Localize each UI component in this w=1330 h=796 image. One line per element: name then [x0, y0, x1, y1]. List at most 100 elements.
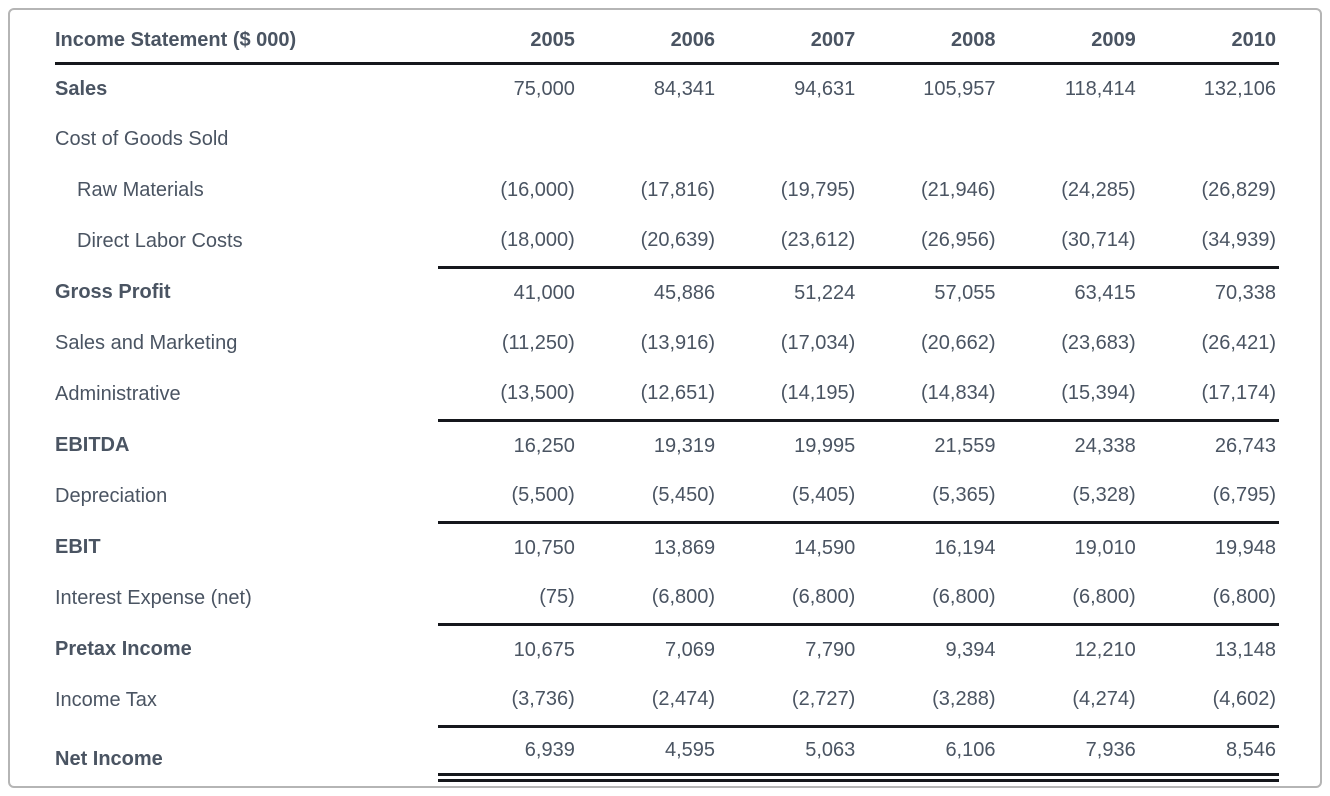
value-cell: (34,939) [1138, 216, 1279, 269]
value-cell: 16,250 [513, 434, 575, 457]
value-cell: 63,415 [1074, 281, 1136, 304]
value-cell: 24,338 [1074, 434, 1136, 457]
income-statement-table: Income Statement ($ 000) 2005 2006 2007 200… [55, 19, 1279, 782]
row-label: EBITDA [55, 434, 130, 456]
value-cell: (17,174) [1138, 369, 1279, 422]
value-cell: (3,736) [437, 675, 578, 728]
table-row: Cost of Goods Sold [55, 114, 1279, 165]
value-cell: 21,559 [934, 434, 996, 457]
value-cell: 94,631 [794, 77, 856, 100]
value-cell: (30,714) [998, 216, 1139, 269]
value-cell: (16,000) [500, 179, 575, 201]
row-label: Raw Materials [77, 179, 204, 201]
value-cell: (14,195) [718, 369, 859, 422]
value-cell: 41,000 [513, 281, 575, 304]
value-cell: 51,224 [794, 281, 856, 304]
table-row: Income Tax (3,736) (2,474) (2,727) (3,288) (4… [55, 675, 1279, 728]
row-label: Sales and Marketing [55, 332, 238, 354]
value-cell: 70,338 [1214, 281, 1276, 304]
row-label: Interest Expense (net) [55, 587, 252, 609]
value-cell: (20,662) [921, 332, 996, 354]
value-cell: (23,612) [718, 216, 859, 269]
row-label: Gross Profit [55, 281, 171, 303]
value-cell: 16,194 [934, 536, 996, 559]
value-cell [858, 114, 998, 165]
table-row: Sales 75,000 84,341 94,631 105,957 118,414 132… [55, 63, 1279, 114]
row-label: Sales [55, 77, 108, 100]
value-cell: (5,328) [998, 471, 1139, 524]
value-cell: 7,069 [665, 638, 716, 661]
value-cell: (13,500) [437, 369, 578, 422]
value-cell: 57,055 [934, 281, 996, 304]
value-cell: (26,829) [1201, 179, 1277, 201]
year-header: 2010 [1138, 19, 1279, 65]
row-label: Depreciation [55, 485, 168, 507]
table-row: Gross Profit 41,000 45,886 51,224 57,055 63,4… [55, 267, 1279, 318]
value-cell: (5,405) [718, 471, 859, 524]
document-page: Income Statement ($ 000) 2005 2006 2007 200… [8, 8, 1322, 788]
row-label: Direct Labor Costs [77, 230, 243, 252]
row-label: Pretax Income [55, 638, 192, 660]
value-cell: 10,675 [513, 638, 575, 661]
value-cell: 105,957 [923, 77, 996, 100]
row-label: EBIT [55, 536, 101, 558]
value-cell: (6,800) [1138, 573, 1279, 626]
value-cell: 7,936 [998, 726, 1139, 782]
value-cell: (6,800) [858, 573, 999, 626]
value-cell: 84,341 [653, 77, 716, 100]
value-cell: (6,800) [718, 573, 859, 626]
value-cell: (2,474) [577, 675, 719, 728]
value-cell: 8,546 [1138, 726, 1279, 782]
year-header: 2007 [718, 19, 859, 65]
value-cell [578, 114, 718, 165]
header-row: Income Statement ($ 000) 2005 2006 2007 200… [55, 19, 1279, 65]
value-cell: 19,010 [1074, 536, 1136, 559]
value-cell: 19,948 [1214, 536, 1276, 559]
year-header: 2005 [437, 19, 578, 65]
value-cell: (4,602) [1138, 675, 1279, 728]
table-body: Sales 75,000 84,341 94,631 105,957 118,414 132… [55, 63, 1279, 782]
value-cell: (2,727) [718, 675, 859, 728]
value-cell: 6,106 [858, 726, 999, 782]
table-row: Sales and Marketing (11,250) (13,916) (17,0… [55, 318, 1279, 369]
value-cell: (4,274) [998, 675, 1139, 728]
value-cell: (26,956) [858, 216, 999, 269]
value-cell: 13,148 [1214, 638, 1276, 661]
table-row: EBITDA 16,250 19,319 19,995 21,559 24,338 26,7… [55, 420, 1279, 471]
value-cell: 45,886 [653, 281, 716, 304]
value-cell: (6,800) [577, 573, 719, 626]
value-cell: 118,414 [1064, 77, 1136, 100]
value-cell [718, 114, 858, 165]
row-label: Cost of Goods Sold [55, 128, 229, 150]
value-cell: (12,651) [577, 369, 719, 422]
table-row: Direct Labor Costs (18,000) (20,639) (23,61… [55, 216, 1279, 269]
value-cell [999, 114, 1139, 165]
value-cell: (75) [437, 573, 578, 626]
value-cell: 9,394 [945, 638, 996, 661]
value-cell: 132,106 [1203, 77, 1276, 100]
value-cell: (18,000) [437, 216, 578, 269]
value-cell: (5,365) [858, 471, 999, 524]
table-row: Raw Materials (16,000) (17,816) (19,795) (21… [55, 165, 1279, 216]
table-row: Net Income 6,939 4,595 5,063 6,106 7,936 8,546 [55, 726, 1279, 782]
value-cell: (19,795) [780, 179, 856, 201]
row-label: Income Tax [55, 689, 157, 711]
table-row: Interest Expense (net) (75) (6,800) (6,800)… [55, 573, 1279, 626]
value-cell: 14,590 [794, 536, 856, 559]
table-title: Income Statement ($ 000) [55, 19, 438, 65]
value-cell: 5,063 [718, 726, 859, 782]
value-cell: 19,995 [794, 434, 856, 457]
value-cell: (6,800) [998, 573, 1139, 626]
value-cell: (5,450) [577, 471, 719, 524]
value-cell: 19,319 [653, 434, 716, 457]
year-header: 2006 [577, 19, 719, 65]
value-cell: 12,210 [1074, 638, 1136, 661]
value-cell: (23,683) [1061, 332, 1136, 354]
value-cell: (3,288) [858, 675, 999, 728]
value-cell: (11,250) [501, 332, 575, 354]
value-cell: (26,421) [1201, 332, 1277, 354]
year-header: 2009 [998, 19, 1139, 65]
value-cell: 75,000 [513, 77, 575, 100]
table-row: Pretax Income 10,675 7,069 7,790 9,394 12,210… [55, 624, 1279, 675]
value-cell: 26,743 [1214, 434, 1276, 457]
